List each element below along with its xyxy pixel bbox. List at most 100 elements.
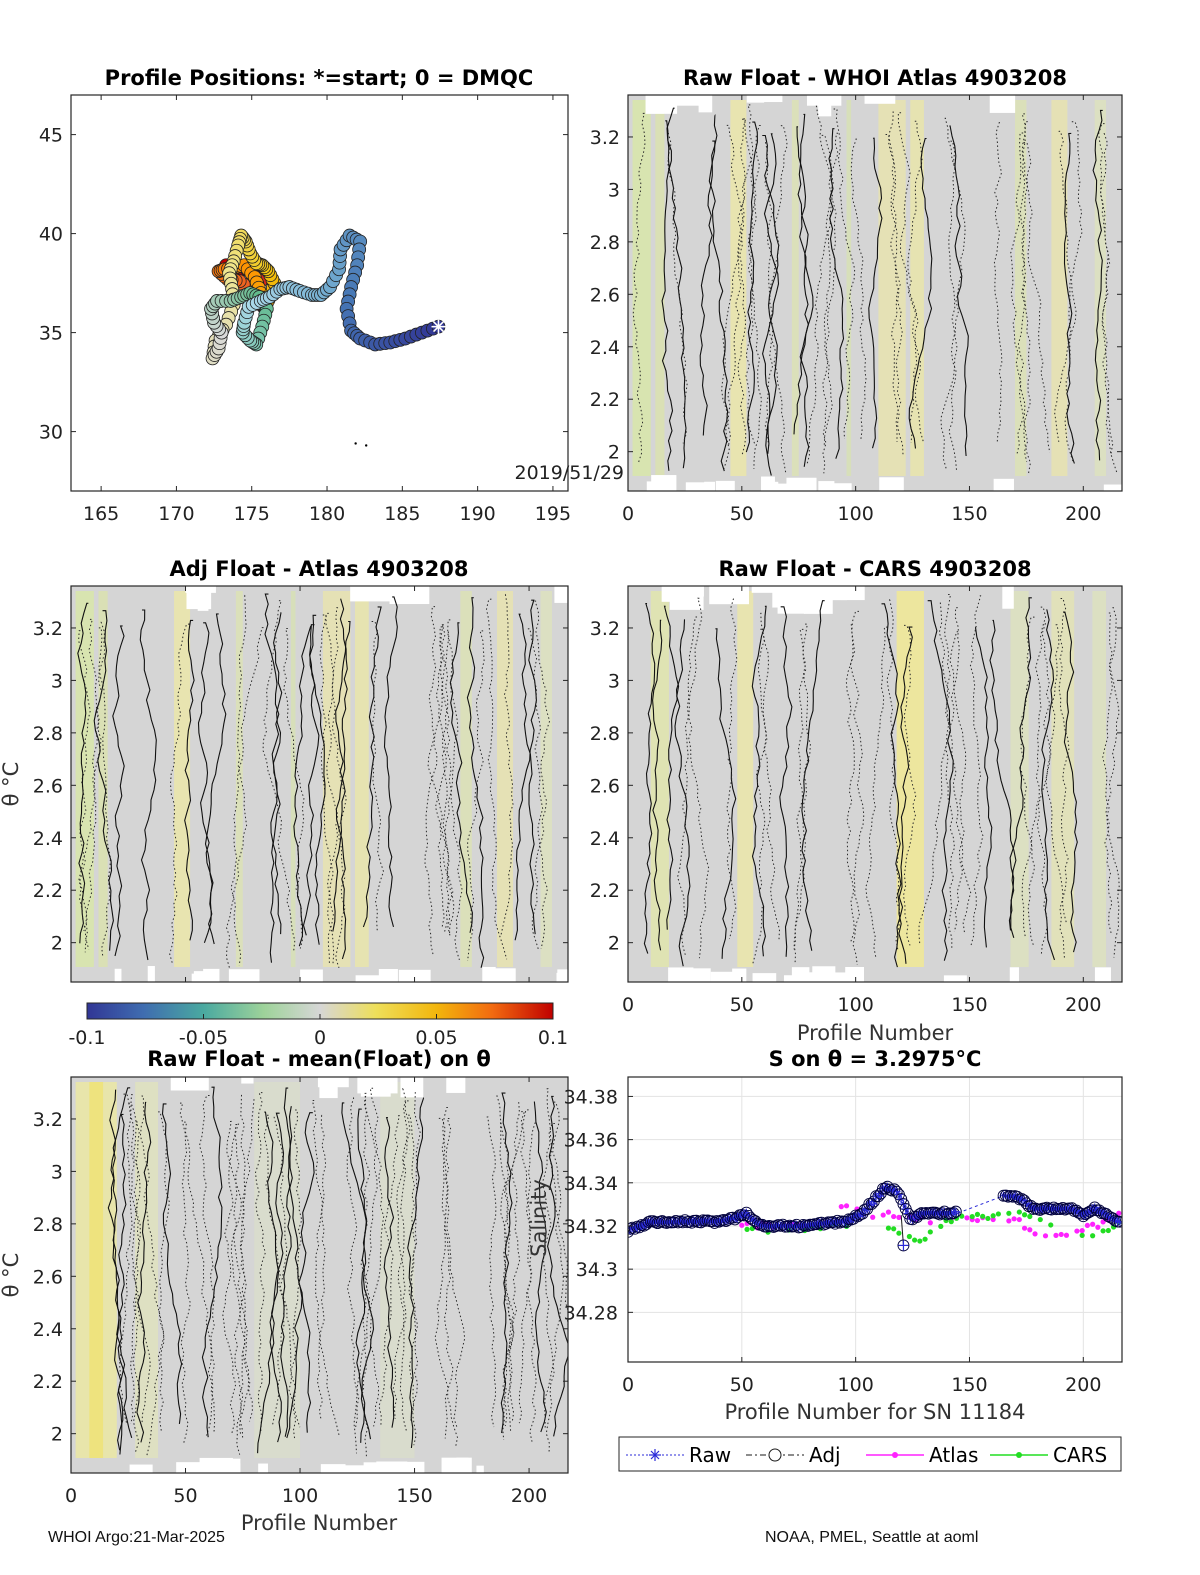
contour-line (699, 114, 718, 436)
contour-line (1104, 612, 1120, 934)
contour-line (222, 1123, 240, 1435)
contour-line (264, 593, 282, 935)
y-tick-label: 3 (608, 670, 620, 692)
anomaly-band (1094, 100, 1107, 476)
atlas-point (1084, 1222, 1090, 1229)
adj-atlas-panel: Adj Float - Atlas 4903208 2 2.2 2.4 2.6 2.8 3… (0, 557, 569, 983)
contour-line (407, 1097, 425, 1449)
contour-line (383, 596, 398, 928)
y-tick-label: 45 (39, 125, 63, 147)
cars-point (995, 1211, 1001, 1217)
contour-line (1099, 133, 1118, 474)
contour-line (908, 137, 933, 449)
anomaly-band (89, 1082, 104, 1458)
cars-point (948, 1219, 954, 1225)
contour-line (666, 619, 686, 930)
contour-line (969, 595, 984, 946)
y-tick-label: 2.4 (590, 337, 620, 359)
adj-atlas-title: Adj Float - Atlas 4903208 (169, 557, 468, 581)
contour-line (745, 121, 758, 453)
contour-line (445, 1117, 466, 1429)
contour-line (708, 140, 729, 472)
contour-line (527, 628, 549, 949)
contour-line (78, 630, 91, 931)
y-tick-label: 40 (39, 224, 63, 246)
contour-line (849, 624, 865, 965)
contour-line (793, 628, 807, 950)
contour-line (288, 1109, 303, 1441)
anomaly-band (460, 591, 472, 967)
cars-point (985, 1215, 991, 1222)
anomaly-band (846, 100, 852, 476)
x-tick-label: 0 (622, 1374, 634, 1396)
legend-item-raw: Raw (626, 1443, 731, 1467)
y-tick-label: 2.2 (590, 880, 620, 902)
atlas-point (1042, 1233, 1049, 1239)
contour-line (918, 593, 952, 945)
raw-mean-x-label: Profile Number (241, 1511, 398, 1535)
raw-cars-section (628, 586, 1122, 982)
contour-line (885, 133, 904, 455)
adj-point (751, 1217, 764, 1230)
adj-point (1113, 1215, 1122, 1228)
anomaly-band (254, 1082, 301, 1458)
cars-point (922, 1236, 928, 1242)
salinity-axes-frame (627, 1076, 1123, 1363)
x-tick-label: 100 (838, 1374, 874, 1396)
salinity-y-label: Salinity (527, 1179, 551, 1257)
contour-line (77, 602, 89, 944)
x-tick-label: 180 (309, 503, 345, 525)
contour-line (427, 606, 445, 927)
anomaly-band (497, 591, 514, 967)
cars-point (885, 1225, 892, 1231)
contour-line (424, 624, 446, 955)
colorbar-tick-label: -0.05 (179, 1027, 228, 1049)
anomaly-band (737, 591, 754, 967)
atlas-point (1058, 1231, 1064, 1238)
atlas-point (885, 1209, 892, 1215)
contour-line (136, 1101, 152, 1443)
atlas-point (974, 1217, 981, 1224)
salinity-panel: S on θ = 3.2975°C 0 50 100 150 200 34.28 34.3 3… (527, 1047, 1123, 1472)
contour-line (715, 628, 737, 959)
cars-point (1027, 1213, 1033, 1220)
atlas-point (1032, 1231, 1038, 1237)
contour-line (353, 1092, 371, 1454)
contour-line (184, 1121, 216, 1433)
contour-line (949, 125, 969, 457)
atlas-point (1021, 1225, 1028, 1231)
contour-line (438, 1117, 454, 1439)
y-tick-label: 35 (39, 323, 63, 345)
x-tick-label: 200 (1065, 994, 1101, 1016)
cars-point (1021, 1212, 1028, 1218)
contour-line (184, 619, 195, 941)
contour-line (169, 623, 190, 965)
anomaly-band (910, 100, 924, 476)
cars-point (744, 1226, 750, 1232)
anomaly-band (1015, 100, 1027, 476)
cars-point (917, 1238, 923, 1244)
atlas-point (1074, 1228, 1080, 1234)
atlas-point (739, 1222, 745, 1228)
cars-point (1079, 1232, 1085, 1238)
cars-point (1048, 1222, 1054, 1228)
raw-point (951, 1207, 960, 1216)
contour-line (989, 619, 1017, 931)
cars-point (1016, 1209, 1022, 1215)
cars-point (990, 1213, 996, 1219)
y-tick-label: 2 (608, 442, 620, 464)
atlas-point (1090, 1221, 1096, 1227)
x-tick-label: 200 (1065, 1374, 1101, 1396)
adj-atlas-section (71, 586, 568, 982)
y-tick-label: 3 (51, 670, 63, 692)
anomaly-band (1051, 591, 1075, 967)
contour-line (801, 600, 825, 951)
y-tick-label: 2.8 (33, 723, 63, 745)
contour-line (1053, 121, 1083, 442)
contour-line (116, 1113, 127, 1455)
contour-line (518, 613, 536, 935)
contour-line (283, 1087, 303, 1439)
raw-mean-title: Raw Float - mean(Float) on θ (147, 1047, 491, 1071)
contour-line (544, 1088, 564, 1429)
